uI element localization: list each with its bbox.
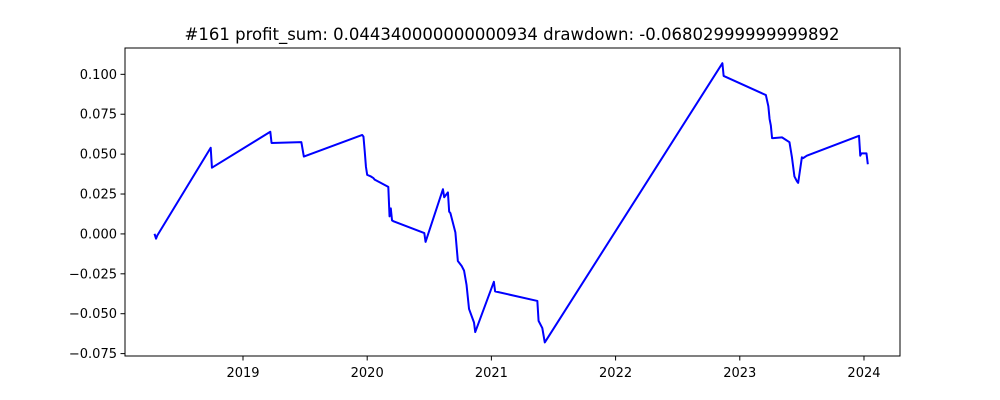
y-tick-label: −0.075 — [69, 347, 117, 362]
y-tick-label: 0.100 — [80, 68, 117, 83]
chart-title: #161 profit_sum: 0.044340000000000934 dr… — [185, 25, 840, 45]
y-tick-label: 0.075 — [80, 108, 117, 123]
y-tick-label: 0.050 — [80, 148, 117, 163]
x-tick-label: 2023 — [723, 366, 756, 381]
x-tick-label: 2022 — [599, 366, 632, 381]
x-tick-label: 2024 — [847, 366, 880, 381]
y-axis: −0.075 −0.050 −0.025 0.000 0.025 0.050 0.075 0.… — [69, 68, 125, 362]
y-tick-label: −0.050 — [69, 307, 117, 322]
y-tick-label: 0.000 — [80, 227, 117, 242]
x-axis: 2019 2020 2021 2022 2023 2024 — [226, 356, 881, 381]
y-tick-label: 0.025 — [80, 188, 117, 203]
series-line-0 — [153, 62, 869, 344]
plot-frame — [124, 47, 901, 357]
y-tick-label: −0.025 — [69, 267, 117, 282]
x-tick-label: 2021 — [475, 366, 508, 381]
series-layer — [153, 62, 869, 344]
x-tick-label: 2019 — [226, 366, 259, 381]
x-tick-label: 2020 — [351, 366, 384, 381]
